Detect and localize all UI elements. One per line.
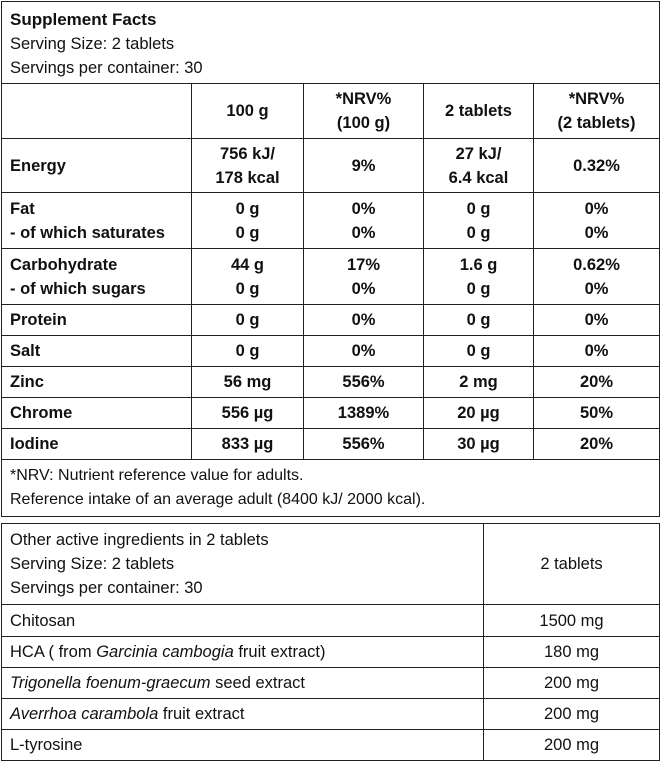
table-row: Energy 756 kJ/178 kcal 9% 27 kJ/6.4 kcal…	[1, 138, 660, 193]
other-serving-size: Serving Size: 2 tablets	[10, 555, 175, 573]
table-row: Protein 0 g 0% 0 g 0%	[1, 304, 660, 336]
empty-header-cell	[1, 83, 192, 139]
table-row: Salt 0 g 0% 0 g 0%	[1, 335, 660, 367]
cell: 0 g	[191, 304, 304, 336]
cell: 0.32%	[532, 138, 660, 193]
cell: 556 µg	[191, 397, 304, 429]
table-row: Iodine 833 µg 556% 30 µg 20%	[1, 428, 660, 460]
ingredient-name: HCA ( from Garcinia cambogia fruit extra…	[1, 636, 484, 668]
cell: 9%	[303, 138, 424, 193]
table-row: Trigonella foenum-graecum seed extract 2…	[1, 667, 660, 699]
table-row: L-tyrosine 200 mg	[1, 729, 660, 761]
cell: 17% 0%	[303, 248, 424, 305]
cell: 20%	[532, 366, 660, 398]
cell: 556%	[303, 366, 424, 398]
col-header-nrv-100g: *NRV% (100 g)	[303, 83, 424, 139]
ingredient-name: Averrhoa carambola fruit extract	[1, 698, 484, 730]
other-header-row: Other active ingredients in 2 tablets Se…	[1, 523, 660, 605]
cell: 0 g	[191, 335, 304, 367]
cell: 2 mg	[423, 366, 534, 398]
supplement-facts-table: Supplement Facts Serving Size: 2 tablets…	[0, 1, 660, 517]
cell: 1389%	[303, 397, 424, 429]
footnote-nrv: *NRV: Nutrient reference value for adult…	[10, 467, 304, 484]
cell: 0.62% 0%	[532, 248, 660, 305]
col-header-100g: 100 g	[191, 83, 304, 139]
table-row: Zinc 56 mg 556% 2 mg 20%	[1, 366, 660, 398]
cell: 556%	[303, 428, 424, 460]
cell: 50%	[532, 397, 660, 429]
other-heading: Other active ingredients in 2 tablets	[10, 531, 269, 549]
row-label: Energy	[1, 138, 192, 193]
footnote: *NRV: Nutrient reference value for adult…	[0, 459, 660, 517]
other-servings-per-container: Servings per container: 30	[10, 579, 203, 597]
ingredient-name: Chitosan	[1, 604, 484, 637]
row-label: Iodine	[1, 428, 192, 460]
row-label: Fat - of which saturates	[1, 192, 192, 249]
cell: 30 µg	[423, 428, 534, 460]
ingredient-amount: 200 mg	[483, 667, 660, 699]
other-ingredients-table: Other active ingredients in 2 tablets Se…	[1, 523, 660, 761]
cell: 0%	[303, 335, 424, 367]
col-header-2-tablets: 2 tablets	[423, 83, 534, 139]
cell: 756 kJ/178 kcal	[191, 138, 304, 193]
other-header: Other active ingredients in 2 tablets Se…	[1, 523, 484, 605]
cell: 833 µg	[191, 428, 304, 460]
cell: 0 g	[423, 335, 534, 367]
cell: 20%	[532, 428, 660, 460]
cell: 0% 0%	[303, 192, 424, 249]
servings-per-container: Servings per container: 30	[10, 59, 203, 77]
table-row: HCA ( from Garcinia cambogia fruit extra…	[1, 636, 660, 668]
facts-title: Supplement Facts	[10, 10, 157, 29]
footnote-reference-intake: Reference intake of an average adult (84…	[10, 491, 426, 508]
column-header-row: 100 g *NRV% (100 g) 2 tablets *NRV% (2 tab…	[1, 83, 660, 139]
cell: 56 mg	[191, 366, 304, 398]
cell: 0 g	[423, 304, 534, 336]
cell: 0% 0%	[532, 192, 660, 249]
table-row: Averrhoa carambola fruit extract 200 mg	[1, 698, 660, 730]
ingredient-amount: 1500 mg	[483, 604, 660, 637]
ingredient-amount: 180 mg	[483, 636, 660, 668]
footnote-row: *NRV: Nutrient reference value for adult…	[0, 459, 660, 517]
table-row: Chitosan 1500 mg	[1, 604, 660, 637]
cell: 20 µg	[423, 397, 534, 429]
other-col-header: 2 tablets	[483, 523, 660, 605]
cell: 0%	[532, 304, 660, 336]
cell: 27 kJ/6.4 kcal	[423, 138, 534, 193]
table-row: Chrome 556 µg 1389% 20 µg 50%	[1, 397, 660, 429]
row-label: Carbohydrate - of which sugars	[1, 248, 192, 305]
row-label: Zinc	[1, 366, 192, 398]
row-label: Salt	[1, 335, 192, 367]
ingredient-name: Trigonella foenum-graecum seed extract	[1, 667, 484, 699]
cell: 0%	[532, 335, 660, 367]
ingredient-amount: 200 mg	[483, 698, 660, 730]
facts-header-row: Supplement Facts Serving Size: 2 tablets…	[0, 1, 660, 84]
ingredient-amount: 200 mg	[483, 729, 660, 761]
ingredient-name: L-tyrosine	[1, 729, 484, 761]
serving-size: Serving Size: 2 tablets	[10, 35, 175, 53]
cell: 0%	[303, 304, 424, 336]
row-label: Protein	[1, 304, 192, 336]
col-header-nrv-2-tablets: *NRV% (2 tablets)	[532, 83, 660, 139]
facts-header: Supplement Facts Serving Size: 2 tablets…	[0, 1, 660, 84]
row-label: Chrome	[1, 397, 192, 429]
